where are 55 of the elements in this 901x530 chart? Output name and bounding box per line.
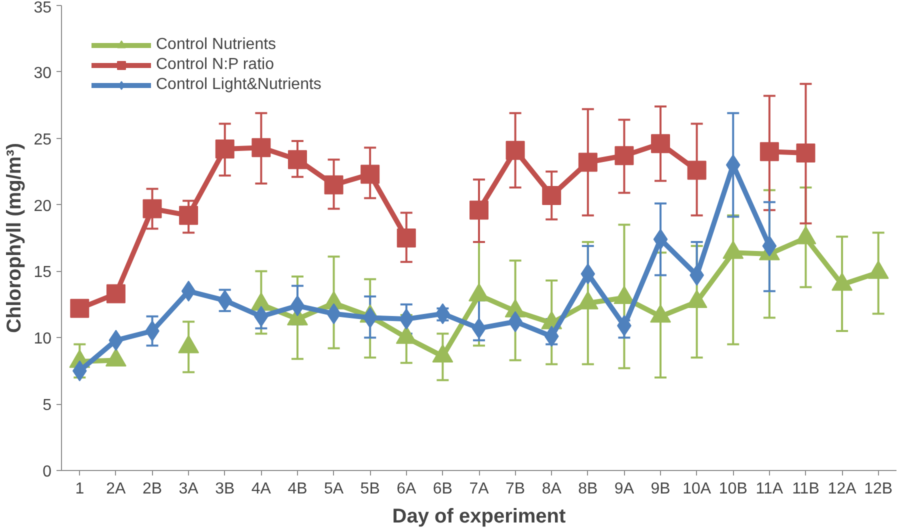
x-tick-label: 8A bbox=[542, 480, 562, 498]
x-tick-label: 4B bbox=[288, 480, 308, 498]
y-tick-label: 5 bbox=[42, 397, 52, 414]
x-tick-label: 11B bbox=[792, 480, 820, 498]
x-tick-label: 4A bbox=[251, 480, 272, 498]
y-tick-label: 25 bbox=[34, 131, 52, 148]
x-tick-label: 5A bbox=[324, 480, 344, 498]
x-tick-label: 1 bbox=[75, 480, 84, 498]
point bbox=[542, 186, 562, 205]
y-tick-label: 10 bbox=[34, 330, 52, 348]
x-tick-label: 10B bbox=[718, 480, 748, 498]
point bbox=[70, 298, 90, 318]
x-tick-label: 2A bbox=[106, 480, 126, 498]
point bbox=[578, 152, 598, 172]
x-tick-label: 3B bbox=[215, 480, 235, 498]
legend-label: Control Nutrients bbox=[156, 36, 276, 54]
x-tick-label: 9B bbox=[650, 480, 670, 498]
point bbox=[106, 284, 126, 304]
legend-label: Control N:P ratio bbox=[156, 56, 274, 74]
x-tick-label: 5B bbox=[360, 480, 380, 498]
x-tick-label: 12B bbox=[864, 480, 893, 498]
point bbox=[324, 175, 344, 194]
y-axis-title: Chlorophyll (mg/m³) bbox=[4, 143, 26, 333]
x-tick-label: 6A bbox=[396, 480, 417, 498]
x-tick-label: 2B bbox=[142, 480, 162, 498]
x-tick-label: 3A bbox=[178, 480, 199, 498]
x-tick-label: 11A bbox=[756, 480, 784, 498]
legend-label: Control Light&Nutrients bbox=[156, 76, 322, 94]
x-tick-label: 7A bbox=[469, 480, 490, 498]
x-tick-label: 12A bbox=[828, 480, 857, 498]
x-tick-label: 9A bbox=[614, 480, 634, 498]
point bbox=[760, 142, 779, 162]
y-tick-label: 35 bbox=[34, 0, 52, 16]
y-tick-label: 20 bbox=[34, 198, 52, 215]
y-tick-label: 30 bbox=[34, 64, 52, 82]
y-tick-label: 15 bbox=[34, 264, 52, 282]
point bbox=[142, 199, 162, 218]
point bbox=[215, 139, 234, 158]
point bbox=[614, 146, 634, 166]
x-tick-label: 10A bbox=[682, 480, 712, 498]
x-axis-title: Day of experiment bbox=[392, 506, 566, 528]
point bbox=[360, 164, 380, 184]
point bbox=[796, 143, 816, 162]
point bbox=[470, 200, 488, 220]
y-tick-label: 0 bbox=[42, 464, 52, 480]
point bbox=[651, 134, 670, 154]
point bbox=[687, 160, 706, 180]
point bbox=[506, 140, 525, 160]
x-tick-label: 8B bbox=[578, 480, 598, 498]
point bbox=[179, 206, 198, 225]
point bbox=[252, 138, 271, 158]
x-tick-label: 6B bbox=[432, 480, 452, 498]
x-tick-label: 7B bbox=[506, 480, 526, 498]
point bbox=[396, 228, 416, 248]
point bbox=[288, 150, 307, 170]
